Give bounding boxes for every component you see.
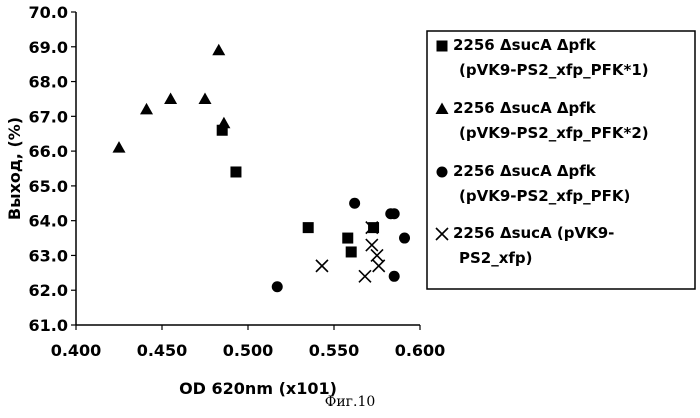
x-tick-label: 0.550 (309, 341, 360, 360)
y-tick-label: 62.0 (29, 281, 68, 300)
data-point-square (216, 124, 228, 136)
legend-label: (pVK9-PS2_xfp_PFK) (459, 187, 630, 205)
figure-caption: Фиг.10 (324, 394, 376, 410)
data-point-triangle (217, 116, 231, 129)
y-tick-label: 69.0 (29, 38, 68, 57)
data-point-triangle (212, 43, 226, 56)
legend-label: 2256 ΔsucA Δpfk (453, 36, 597, 54)
data-point-cross (315, 259, 329, 273)
data-point-circle (271, 281, 283, 293)
data-point-circle (349, 197, 361, 209)
y-tick-label: 65.0 (29, 177, 68, 196)
legend-marker-cross (435, 227, 449, 241)
legend-label: (pVK9-PS2_xfp_PFK*2) (459, 124, 649, 142)
data-point-circle (388, 208, 400, 220)
legend-marker-triangle (435, 102, 449, 114)
y-tick-label: 66.0 (29, 142, 68, 161)
data-point-triangle (112, 141, 126, 153)
data-point-cross (358, 269, 372, 283)
legend-marker-circle (436, 166, 448, 178)
y-tick-label: 61.0 (29, 316, 68, 335)
x-tick-label: 0.500 (223, 341, 274, 360)
legend-label: 2256 ΔsucA Δpfk (453, 162, 597, 180)
x-tick-label: 0.600 (395, 341, 446, 360)
data-point-square (345, 246, 357, 258)
data-point-circle (388, 270, 400, 282)
legend-label: PS2_xfp) (459, 249, 533, 267)
y-tick-label: 70.0 (29, 3, 68, 22)
x-axis-title: OD 620nm (x101) (179, 379, 337, 398)
x-tick-label: 0.400 (51, 341, 102, 360)
legend-label: 2256 ΔsucA (pVK9- (453, 224, 614, 242)
y-tick-label: 68.0 (29, 73, 68, 92)
data-point-circle (399, 232, 411, 244)
data-point-square (302, 222, 314, 234)
data-point-cross (372, 259, 386, 273)
data-point-square (230, 166, 242, 178)
data-point-triangle (140, 102, 154, 115)
y-tick-label: 67.0 (29, 107, 68, 126)
legend-marker-square (436, 40, 448, 52)
data-point-square (342, 232, 354, 244)
legend-label: 2256 ΔsucA Δpfk (453, 99, 597, 117)
y-tick-label: 64.0 (29, 212, 68, 231)
data-point-cross (370, 248, 384, 263)
data-point-triangle (164, 92, 178, 104)
x-tick-label: 0.450 (137, 341, 188, 360)
y-axis-title: Выход, (%) (5, 117, 24, 220)
legend-label: (pVK9-PS2_xfp_PFK*1) (459, 61, 649, 79)
data-point-cross (365, 221, 379, 235)
y-tick-label: 63.0 (29, 246, 68, 265)
data-point-triangle (198, 92, 212, 104)
data-point-square (368, 222, 380, 234)
data-point-cross (365, 238, 379, 252)
legend-box (426, 30, 696, 290)
